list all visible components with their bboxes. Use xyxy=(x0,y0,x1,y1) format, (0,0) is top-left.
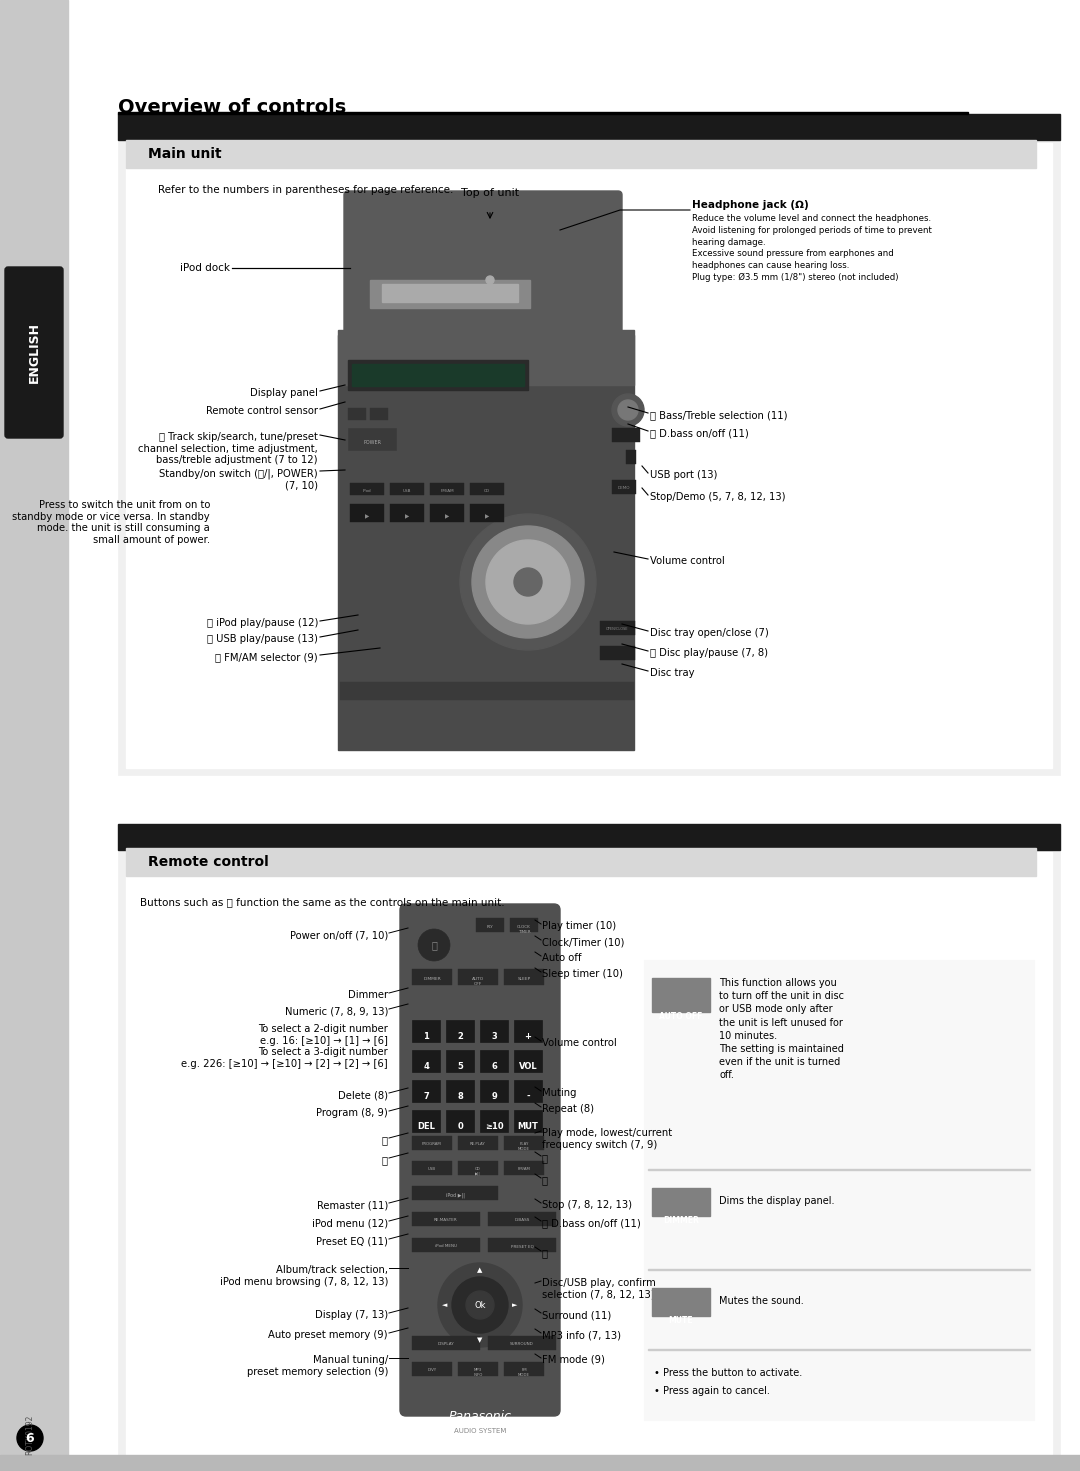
Bar xyxy=(118,112,968,113)
Bar xyxy=(390,482,424,496)
Text: OPEN/CLOSE: OPEN/CLOSE xyxy=(606,627,629,631)
Text: ▶: ▶ xyxy=(445,513,449,519)
Text: AUDIO SYSTEM: AUDIO SYSTEM xyxy=(454,1428,507,1434)
Bar xyxy=(510,918,538,933)
Bar xyxy=(514,1019,542,1041)
Bar xyxy=(118,113,1059,140)
Bar xyxy=(352,363,524,385)
Bar xyxy=(390,505,424,522)
Text: RE.MASTER: RE.MASTER xyxy=(434,1218,458,1222)
Bar xyxy=(476,918,504,933)
Text: CD
▶||: CD ▶|| xyxy=(475,1167,481,1175)
Bar xyxy=(430,505,464,522)
Bar xyxy=(126,852,1052,1462)
Text: RE.PLAY: RE.PLAY xyxy=(470,1141,486,1146)
Text: Play timer (10): Play timer (10) xyxy=(542,921,616,931)
Text: Display (7, 13): Display (7, 13) xyxy=(315,1311,388,1319)
Bar xyxy=(411,1362,453,1375)
Circle shape xyxy=(453,1277,508,1333)
Text: • Press the button to activate.: • Press the button to activate. xyxy=(654,1368,802,1378)
Text: ▲: ▲ xyxy=(477,1267,483,1272)
Text: ๏: ๏ xyxy=(542,1153,548,1164)
Bar xyxy=(411,1080,440,1102)
Text: ๏ Bass/Treble selection (11): ๏ Bass/Treble selection (11) xyxy=(650,410,787,421)
Text: Dims the display panel.: Dims the display panel. xyxy=(719,1196,835,1206)
Text: ≥10: ≥10 xyxy=(485,1122,503,1131)
Text: Sleep timer (10): Sleep timer (10) xyxy=(542,969,623,980)
Text: Panasonic: Panasonic xyxy=(448,1411,512,1422)
Circle shape xyxy=(418,930,450,961)
Bar xyxy=(338,335,634,750)
Bar xyxy=(126,140,1036,168)
Text: Auto preset memory (9): Auto preset memory (9) xyxy=(269,1330,388,1340)
Bar xyxy=(480,1019,508,1041)
Text: +: + xyxy=(525,1033,531,1041)
Text: iPod dock: iPod dock xyxy=(180,263,230,274)
Bar xyxy=(480,1050,508,1072)
Bar xyxy=(126,143,1052,768)
Bar xyxy=(652,1189,710,1217)
Text: Disc tray open/close (7): Disc tray open/close (7) xyxy=(650,628,769,638)
Bar xyxy=(126,847,1036,877)
Text: FM/AM: FM/AM xyxy=(517,1167,530,1171)
Text: ◄: ◄ xyxy=(443,1302,448,1308)
Bar xyxy=(411,1239,480,1252)
FancyBboxPatch shape xyxy=(5,268,63,438)
Bar xyxy=(600,621,635,635)
Bar xyxy=(600,646,635,660)
Text: Disc tray: Disc tray xyxy=(650,668,694,678)
Text: ๏ FM/AM selector (9): ๏ FM/AM selector (9) xyxy=(215,652,318,662)
Text: Display panel: Display panel xyxy=(251,388,318,399)
Bar xyxy=(350,482,384,496)
Bar xyxy=(626,450,636,463)
Bar xyxy=(470,482,504,496)
Bar xyxy=(504,1161,544,1175)
FancyBboxPatch shape xyxy=(400,905,561,1417)
Bar xyxy=(612,480,636,494)
Text: DISPLAY: DISPLAY xyxy=(437,1342,455,1346)
Text: Remote control sensor: Remote control sensor xyxy=(206,406,318,416)
Text: USB port (13): USB port (13) xyxy=(650,471,717,480)
Text: iPod MENU: iPod MENU xyxy=(435,1244,457,1247)
Text: Disc/USB play, confirm
selection (7, 8, 12, 13): Disc/USB play, confirm selection (7, 8, … xyxy=(542,1278,656,1299)
Bar xyxy=(348,428,396,450)
Text: Volume control: Volume control xyxy=(542,1039,617,1047)
Bar xyxy=(118,140,1059,775)
Circle shape xyxy=(438,1264,522,1347)
Text: MP3 info (7, 13): MP3 info (7, 13) xyxy=(542,1330,621,1340)
Text: 6: 6 xyxy=(491,1062,497,1071)
Text: 9: 9 xyxy=(491,1091,497,1100)
Bar xyxy=(411,1019,440,1041)
Text: DIVY: DIVY xyxy=(428,1368,436,1372)
Bar xyxy=(338,330,634,385)
Text: Delete (8): Delete (8) xyxy=(338,1090,388,1100)
Bar xyxy=(348,407,366,421)
Text: This function allows you
to turn off the unit in disc
or USB mode only after
the: This function allows you to turn off the… xyxy=(719,978,843,1080)
Bar xyxy=(480,1080,508,1102)
Circle shape xyxy=(618,400,638,421)
Text: ENGLISH: ENGLISH xyxy=(27,322,41,382)
Bar xyxy=(340,683,634,700)
Text: FM/AM: FM/AM xyxy=(441,488,454,493)
Text: ⏻: ⏻ xyxy=(431,940,437,950)
Bar xyxy=(0,1455,1080,1471)
Text: Auto off: Auto off xyxy=(542,953,581,964)
Circle shape xyxy=(465,1292,494,1319)
Text: iPod: iPod xyxy=(363,488,372,493)
Text: Reduce the volume level and connect the headphones.
Avoid listening for prolonge: Reduce the volume level and connect the … xyxy=(692,213,932,282)
Text: ๏ D.bass on/off (11): ๏ D.bass on/off (11) xyxy=(650,428,748,438)
Text: AUTO
OFF: AUTO OFF xyxy=(472,977,484,986)
Bar xyxy=(446,1080,474,1102)
Bar xyxy=(458,969,498,986)
Bar xyxy=(350,505,384,522)
Bar xyxy=(382,284,518,302)
Text: ▶: ▶ xyxy=(405,513,409,519)
Text: Power on/off (7, 10): Power on/off (7, 10) xyxy=(289,930,388,940)
Bar xyxy=(514,1111,542,1133)
Text: To select a 2-digit number
e.g. 16: [≥10] → [1] → [6]
To select a 3-digit number: To select a 2-digit number e.g. 16: [≥10… xyxy=(181,1024,388,1069)
Text: Surround (11): Surround (11) xyxy=(542,1311,611,1319)
Text: ▶: ▶ xyxy=(485,513,489,519)
Text: Ok: Ok xyxy=(474,1300,486,1309)
Circle shape xyxy=(612,394,644,427)
Bar xyxy=(411,1050,440,1072)
